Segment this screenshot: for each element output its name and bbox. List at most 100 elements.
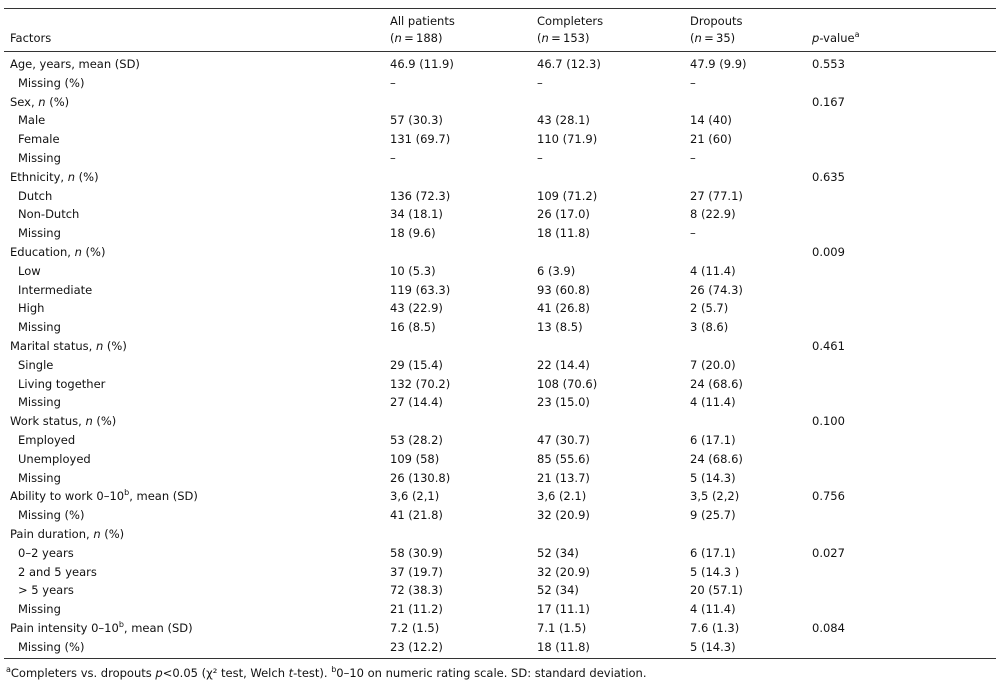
cell: 136 (72.3)	[390, 188, 451, 203]
row-label: Unemployed	[18, 452, 91, 466]
row-label: 0–2 years	[18, 546, 74, 560]
cell: 108 (70.6)	[537, 376, 598, 391]
cell: 24 (68.6)	[690, 451, 743, 466]
italic-text: n	[67, 169, 75, 184]
italic-text: p	[812, 31, 820, 45]
row-label: Single	[18, 358, 53, 372]
cell: 110 (71.9)	[537, 132, 598, 147]
row-label: Missing	[18, 226, 61, 240]
text: Missing (%)	[18, 75, 85, 90]
text: Ability to work 0–10	[10, 489, 125, 504]
text: -value	[819, 31, 855, 45]
row-label: Sex, n (%)	[10, 95, 69, 109]
cell: 18 (11.8)	[537, 226, 590, 241]
text: Employed	[18, 433, 76, 447]
superscript: b	[124, 488, 130, 498]
text: Missing (%)	[18, 508, 85, 523]
row-label: Pain intensity 0–10b, mean (SD)	[10, 620, 193, 635]
footnote: aCompleters vs. dropouts p<0.05 (χ² test…	[6, 665, 647, 680]
text: Completers	[537, 14, 604, 28]
top-rule	[4, 8, 996, 9]
header-rule	[4, 51, 996, 52]
text: Single	[18, 357, 54, 372]
cell: 57 (30.3)	[390, 113, 443, 128]
row-label: Missing (%)	[18, 640, 84, 654]
text: Unemployed	[18, 451, 91, 466]
cell: 3,6 (2.1)	[537, 489, 587, 504]
cell: 43 (22.9)	[390, 301, 443, 316]
text: = 188)	[401, 31, 443, 45]
row-label: Missing	[18, 471, 61, 485]
text: <0.05 (χ² test, Welch	[162, 666, 289, 680]
cell: 5 (14.3)	[690, 639, 736, 654]
text: Ethnicity,	[10, 169, 68, 184]
cell: 6 (3.9)	[537, 263, 576, 278]
cell: 109 (71.2)	[537, 188, 598, 203]
text: 0–2 years	[18, 545, 74, 560]
cell: 47 (30.7)	[537, 433, 590, 447]
cell: 22 (14.4)	[537, 357, 590, 372]
header-cell: Dropouts	[690, 14, 743, 28]
text: (%)	[100, 527, 125, 541]
cell: 46.7 (12.3)	[537, 57, 601, 71]
cell: 53 (28.2)	[390, 433, 443, 447]
row-label: Ability to work 0–10b, mean (SD)	[10, 488, 198, 504]
italic-text: n	[694, 31, 702, 45]
italic-text: p	[155, 666, 163, 680]
text: Non-Dutch	[18, 207, 80, 222]
cell: 47.9 (9.9)	[690, 57, 747, 71]
cell: 3,6 (2,1)	[390, 489, 440, 504]
text: 2 and 5 years	[18, 564, 97, 579]
text: High	[18, 301, 45, 316]
cell: 16 (8.5)	[390, 320, 436, 335]
header-cell: (n = 35)	[690, 31, 735, 45]
cell: 3 (8.6)	[690, 320, 729, 335]
superscript: a	[854, 30, 860, 39]
row-label: Age, years, mean (SD)	[10, 57, 140, 71]
cell: 109 (58)	[390, 451, 440, 466]
cell: 9 (25.7)	[690, 508, 736, 523]
text: Low	[18, 263, 41, 278]
cell: 72 (38.3)	[390, 583, 443, 598]
cell: 24 (68.6)	[690, 376, 743, 391]
cell: 27 (77.1)	[690, 188, 743, 203]
cell: 26 (17.0)	[537, 207, 590, 222]
cell: 34 (18.1)	[390, 207, 443, 222]
cell: 18 (9.6)	[390, 226, 436, 241]
superscript: a	[6, 665, 11, 674]
cell: 58 (30.9)	[390, 545, 443, 560]
text: Missing	[18, 320, 61, 335]
row-label: 2 and 5 years	[18, 565, 97, 579]
text: Male	[18, 113, 46, 128]
cell: 26 (130.8)	[390, 470, 451, 485]
row-label: Female	[18, 132, 60, 146]
text: Living together	[18, 376, 106, 391]
text: (%)	[103, 339, 127, 353]
text: Marital status,	[10, 339, 96, 353]
text: (	[690, 31, 695, 45]
text: Dropouts	[690, 14, 743, 28]
cell: 7.2 (1.5)	[390, 621, 440, 635]
header-cell: p-valuea	[812, 30, 860, 45]
cell: 10 (5.3)	[390, 263, 436, 278]
text: (%)	[45, 94, 70, 109]
cell: 6 (17.1)	[690, 433, 736, 447]
italic-text: n	[95, 339, 104, 353]
row-label: Missing	[18, 320, 61, 334]
cell: 52 (34)	[537, 583, 579, 598]
header-cell: (n = 153)	[537, 31, 589, 45]
row-label: Missing (%)	[18, 508, 84, 522]
cell: 23 (12.2)	[390, 639, 443, 654]
text: Age, years, mean (SD)	[10, 57, 140, 71]
text: Missing (%)	[18, 639, 85, 654]
row-label: Intermediate	[18, 283, 92, 297]
row-label: > 5 years	[18, 583, 74, 597]
cell: 8 (22.9)	[690, 207, 736, 222]
cell: 2 (5.7)	[690, 301, 729, 316]
cell: 21 (11.2)	[390, 602, 443, 617]
text: (	[537, 31, 542, 45]
cell: –	[537, 151, 543, 165]
cell: 131 (69.7)	[390, 132, 451, 147]
row-label: Pain duration, n (%)	[10, 527, 124, 541]
row-label: Marital status, n (%)	[10, 339, 127, 353]
